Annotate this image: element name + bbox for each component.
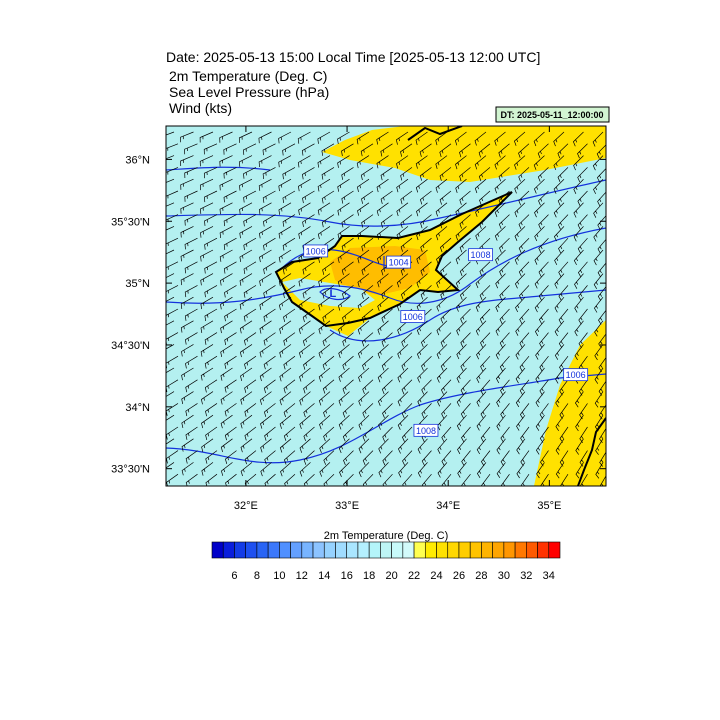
field-label: Wind (kts)	[169, 100, 232, 116]
contour-label: 1006	[566, 370, 586, 380]
colorbar-box	[279, 541, 291, 559]
colorbar-box	[267, 541, 280, 559]
contour-label-box	[400, 310, 426, 323]
lon-tick-label: 34°E	[436, 500, 460, 512]
colorbar-box	[335, 541, 348, 559]
colorbar-label: 30	[498, 570, 510, 582]
colorbar-box	[413, 541, 426, 559]
lat-tick-label: 36°N	[125, 154, 150, 166]
lon-tick-label: 35°E	[537, 500, 561, 512]
colorbar-label: 26	[453, 570, 465, 582]
colorbar-label: 34	[543, 570, 555, 582]
map-frame	[165, 125, 607, 487]
init-time: DT: 2025-05-11_12:00:00	[500, 110, 603, 120]
colorbar-box	[312, 541, 325, 559]
colorbar-title: 2m Temperature (Deg. C)	[324, 530, 449, 542]
colorbar-box	[222, 541, 235, 559]
contour-label-box	[413, 423, 439, 437]
cool-area	[282, 278, 375, 308]
colorbar-box	[234, 541, 246, 559]
lat-tick-label: 34°30'N	[111, 340, 150, 352]
colorbar-box	[436, 541, 449, 559]
colorbar-label: 14	[318, 570, 330, 582]
colorbar-box	[548, 541, 561, 559]
colorbar-box	[301, 541, 314, 559]
colorbar-box	[256, 541, 269, 559]
colorbar-box	[537, 541, 550, 559]
contour-label: 1006	[403, 312, 423, 322]
contour-label-box	[303, 244, 329, 258]
colorbar-box	[458, 541, 471, 559]
colorbar-label: 8	[254, 570, 260, 582]
contour-label-box	[386, 255, 412, 269]
field-label: 2m Temperature (Deg. C)	[169, 68, 327, 84]
colorbar-box	[323, 541, 336, 559]
colorbar-box	[346, 541, 359, 559]
colorbar-box	[481, 541, 493, 559]
colorbar-label: 12	[296, 570, 308, 582]
wind-barbs	[166, 131, 606, 486]
colorbar-label: 18	[363, 570, 375, 582]
colorbar-box	[447, 541, 460, 559]
warm-area	[534, 320, 606, 486]
colorbar-box	[469, 541, 482, 559]
colorbar-label: 32	[520, 570, 532, 582]
colorbar-label: 6	[231, 570, 237, 582]
colorbar-box	[514, 541, 527, 559]
contour-label: 1008	[416, 426, 436, 436]
contour-label: 1008	[471, 250, 491, 260]
lon-tick-label: 33°E	[335, 500, 359, 512]
field-label: Sea Level Pressure (hPa)	[169, 84, 329, 100]
init-box	[495, 106, 610, 123]
colorbar: 6 8 10 12 14 16 18 20 22 24 26 28 30 32 34	[211, 541, 561, 582]
colorbar-label: 20	[385, 570, 397, 582]
colorbar-box	[245, 541, 258, 559]
colorbar-label: 16	[341, 570, 353, 582]
colorbar-box	[211, 541, 224, 559]
colorbar-box	[380, 541, 392, 559]
colorbar-box	[357, 541, 370, 559]
colorbar-label: 28	[475, 570, 487, 582]
lat-tick-label: 35°30'N	[111, 216, 150, 228]
colorbar-box	[526, 541, 538, 559]
lon-tick-label: 32°E	[234, 500, 258, 512]
title: Date: 2025-05-13 15:00 Local Time [2025-…	[166, 49, 540, 65]
colorbar-label: 24	[430, 570, 442, 582]
map-area	[166, 126, 606, 486]
colorbar-box	[503, 541, 516, 559]
coastlines	[274, 126, 606, 486]
lat-tick-label: 33°30'N	[111, 464, 150, 476]
colorbar-box	[290, 541, 303, 559]
contour-label-box	[468, 248, 493, 262]
colorbar-label: 10	[273, 570, 285, 582]
colorbar-box	[402, 541, 415, 559]
contour-label-box	[563, 368, 589, 382]
colorbar-box	[391, 541, 404, 559]
colorbar-box	[368, 541, 381, 559]
colorbar-box	[424, 541, 437, 559]
colorbar-box	[492, 541, 505, 559]
lat-tick-label: 35°N	[125, 278, 150, 290]
contour-label: 1004	[389, 258, 409, 268]
low-marker: L	[330, 288, 337, 300]
colorbar-label: 22	[408, 570, 420, 582]
lat-tick-label: 34°N	[125, 402, 150, 414]
pressure-contours	[166, 166, 606, 464]
contour-label: 1006	[306, 246, 326, 256]
